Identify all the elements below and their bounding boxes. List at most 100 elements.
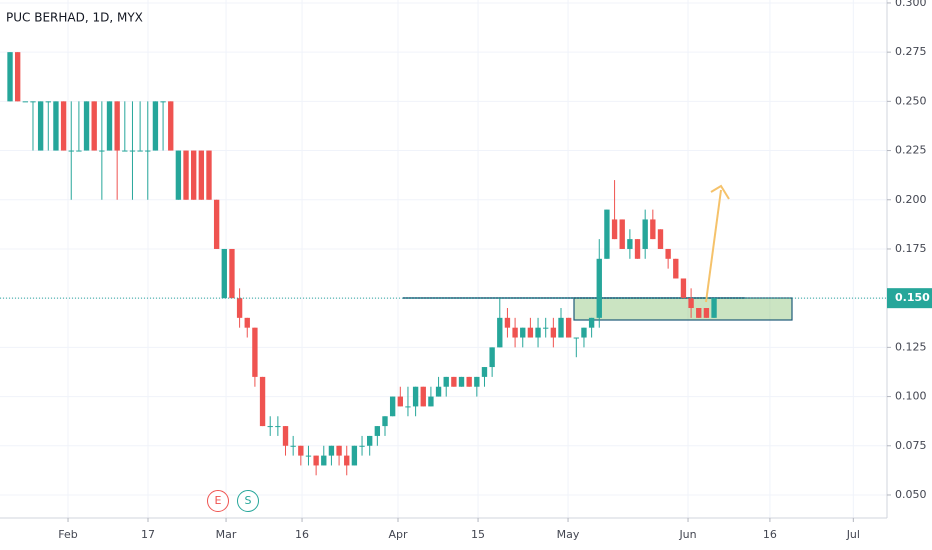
candle-body [642, 219, 648, 249]
candle-body [489, 347, 495, 368]
candle-body [7, 52, 13, 102]
candle-body [91, 101, 97, 151]
candle-body [145, 150, 151, 152]
candle-body [122, 150, 128, 152]
candle-body [665, 248, 671, 259]
event-e[interactable]: E [207, 490, 229, 512]
grid [0, 0, 887, 518]
candle-body [627, 239, 633, 249]
candle-body [321, 455, 327, 466]
candle-body [152, 101, 159, 151]
candle-body [252, 327, 258, 377]
candle-body [14, 52, 21, 102]
candle-body [711, 298, 717, 318]
event-s[interactable]: S [237, 490, 259, 512]
candle-body [504, 317, 511, 328]
x-tick-label: Jun [678, 528, 696, 541]
candle-body [290, 445, 296, 447]
candle-body [696, 308, 702, 318]
x-tick-label: Apr [388, 528, 408, 541]
event-label: E [215, 494, 222, 507]
candle-body [76, 150, 82, 152]
candle-body [604, 209, 610, 259]
y-tick-label: 0.250 [895, 94, 927, 107]
candle-body [206, 150, 212, 200]
y-tick-label: 0.300 [895, 0, 927, 9]
candle-body [673, 258, 679, 279]
candle-body [221, 248, 227, 299]
candle-body [344, 455, 350, 466]
candle-body [688, 298, 694, 309]
candle-body [389, 396, 396, 417]
candle-body [512, 327, 518, 338]
event-label: S [245, 494, 252, 507]
candle-body [298, 445, 304, 456]
y-tick-label: 0.275 [895, 45, 927, 58]
candle-body [588, 317, 595, 328]
candle-body [527, 327, 534, 338]
candle-body [275, 426, 281, 428]
candle-body [160, 101, 166, 103]
candle-body [351, 445, 358, 466]
candle-body [53, 101, 59, 151]
candle-body [634, 239, 641, 259]
candle-body [420, 386, 426, 407]
candle-body [650, 219, 656, 240]
candle-body [550, 327, 557, 338]
candle-body [443, 376, 449, 387]
candle-body [428, 396, 434, 407]
arrow-head [710, 184, 730, 200]
x-tick-label: Jul [846, 528, 860, 541]
candle-body [45, 101, 51, 103]
candle-body [435, 386, 442, 397]
y-tick-label: 0.175 [895, 242, 927, 255]
x-tick-label: Feb [58, 528, 77, 541]
candle-body [520, 327, 526, 338]
x-tick-label: 16 [763, 528, 777, 541]
candle-body [336, 445, 342, 456]
candle-body [581, 327, 587, 338]
candle-body [680, 278, 687, 299]
support-zone [573, 297, 793, 321]
price-badge [887, 288, 932, 309]
candle-body [236, 298, 243, 318]
chart-title: PUC BERHAD, 1D, MYX [6, 11, 143, 25]
price-label: 0.150 [895, 291, 930, 304]
event-marker[interactable] [237, 490, 259, 512]
y-tick-label: 0.125 [895, 340, 927, 353]
y-tick-label: 0.225 [895, 144, 927, 157]
candle-body [481, 367, 488, 377]
candle-body [129, 150, 136, 152]
event-marker[interactable] [207, 490, 229, 512]
candle-body [565, 317, 572, 338]
candle-body [397, 396, 403, 407]
candles [7, 52, 717, 476]
candle-body [543, 327, 549, 329]
y-tick-label: 0.050 [895, 488, 927, 501]
candle-body [305, 455, 312, 457]
candle-body [657, 229, 664, 249]
x-tick-label: May [557, 528, 580, 541]
candle-body [558, 317, 564, 338]
projection-arrow [705, 189, 722, 303]
candle-body [573, 337, 579, 339]
candle-body [382, 416, 388, 427]
candle-body [22, 101, 29, 103]
y-tick-label: 0.075 [895, 439, 927, 452]
candle-body [114, 101, 120, 151]
candle-body [175, 150, 182, 200]
candle-body [99, 150, 105, 152]
candle-body [183, 150, 189, 200]
candle-body [619, 219, 625, 249]
candle-body [412, 386, 419, 407]
candle-body [313, 455, 319, 466]
candle-body [68, 150, 74, 152]
candle-body [359, 445, 365, 447]
candle-body [168, 101, 174, 151]
candle-body [611, 219, 618, 240]
candle-body [451, 376, 457, 387]
candle-body [497, 317, 503, 348]
candle-body [30, 101, 36, 103]
y-tick-label: 0.200 [895, 193, 927, 206]
candle-body [83, 101, 90, 151]
